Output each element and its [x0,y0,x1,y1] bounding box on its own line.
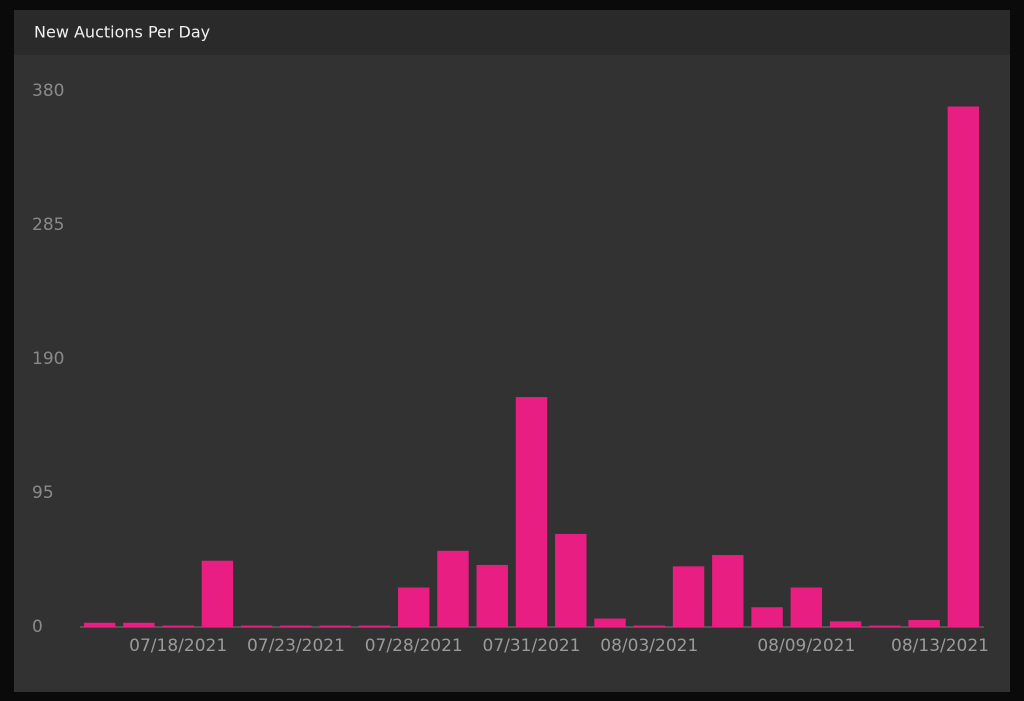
bar [829,621,862,627]
y-tick-label: 285 [32,215,64,235]
y-tick-label: 95 [32,483,54,503]
bar [751,607,783,627]
bar [280,625,312,627]
bar [162,625,194,627]
panel-header [14,10,1010,55]
bar [319,625,351,627]
bar [555,533,587,627]
bar [672,566,705,627]
x-tick-label: 08/09/2021 [757,636,855,656]
bar [123,622,155,627]
bar [437,550,469,627]
bar [398,587,430,627]
bar [712,555,744,627]
x-tick-label: 07/31/2021 [483,636,581,656]
x-tick-label: 07/23/2021 [247,636,345,656]
bar [790,587,823,627]
bar [594,618,626,627]
bar [869,625,901,627]
y-tick-label: 190 [32,349,64,369]
x-tick-label: 08/03/2021 [600,636,698,656]
x-tick-label: 08/13/2021 [891,636,989,656]
bar [515,397,548,627]
x-tick-label: 07/28/2021 [365,636,463,656]
y-tick-label: 0 [32,617,43,637]
bar [908,619,940,627]
bar [947,106,980,627]
bar [633,625,665,627]
bar [83,622,116,627]
y-tick-label: 380 [32,81,64,101]
bar [240,625,273,627]
chart-title: New Auctions Per Day [34,23,210,42]
x-tick-label: 07/18/2021 [129,636,227,656]
bar [201,560,234,627]
bar [358,625,391,627]
panel [14,10,1010,692]
bar [476,564,508,627]
